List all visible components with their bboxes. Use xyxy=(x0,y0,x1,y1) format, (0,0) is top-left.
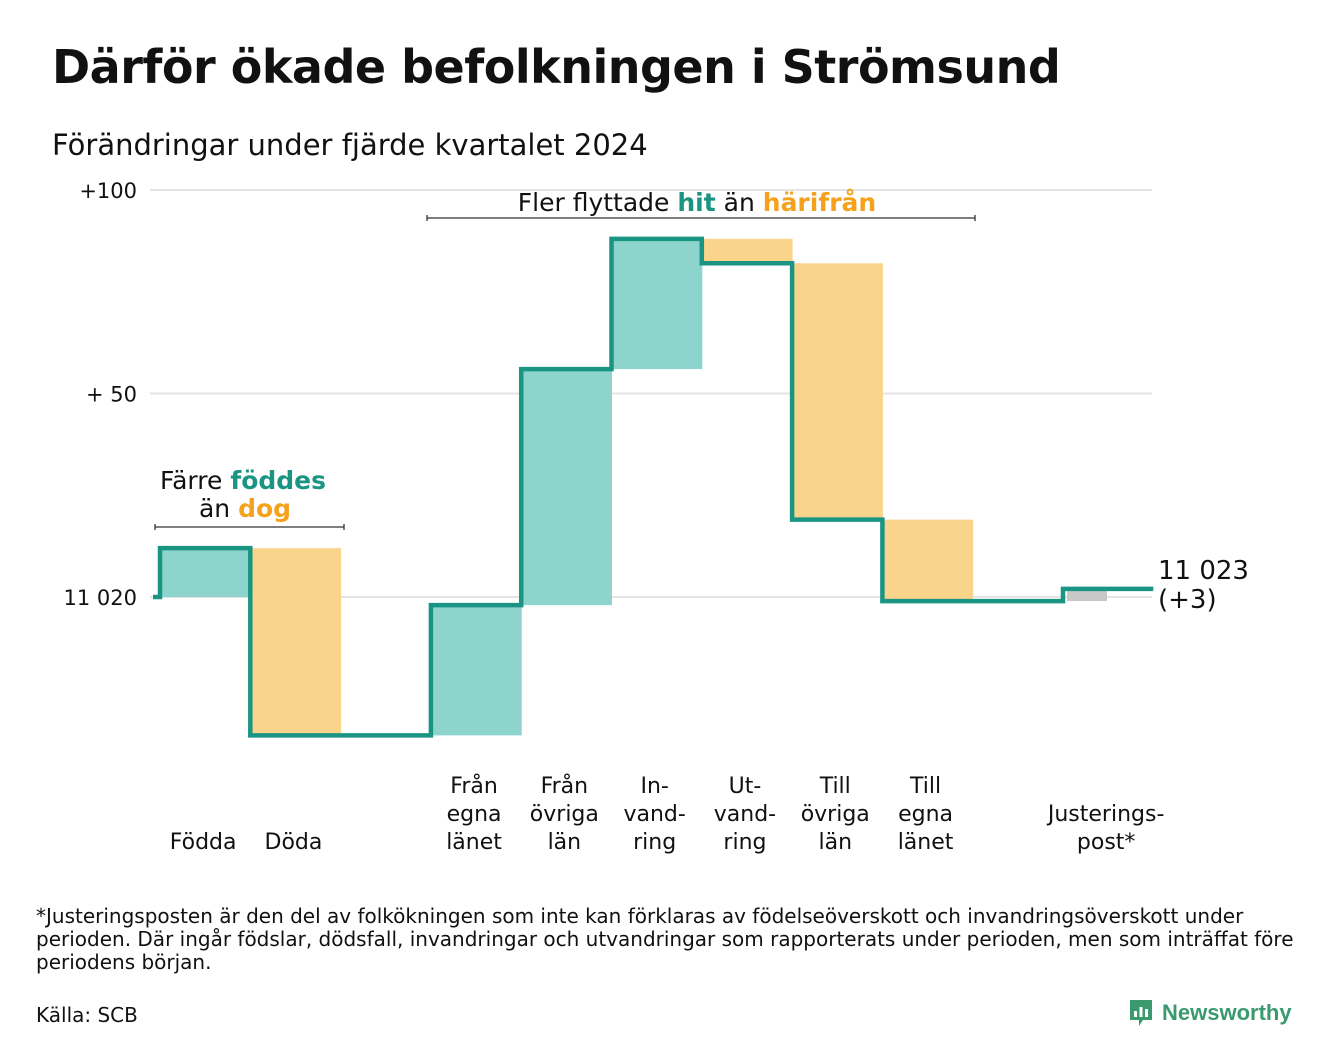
end-change-label: (+3) xyxy=(1158,585,1217,615)
chart-title: Därför ökade befolkningen i Strömsund xyxy=(52,40,1061,94)
x-tick-label: Döda xyxy=(265,830,323,855)
annotation-migration: Fler flyttade hit än härifrån xyxy=(518,188,876,217)
x-tick-label: Ut- xyxy=(729,774,762,799)
x-tick-label: In- xyxy=(640,774,668,799)
bar xyxy=(701,238,793,264)
x-tick-label: övriga xyxy=(801,802,870,827)
x-tick-label: post* xyxy=(1077,830,1136,855)
x-tick-label: vand- xyxy=(623,802,685,827)
annotation-part: än xyxy=(199,494,238,523)
bracket-migration xyxy=(426,215,976,221)
brand-name: Newsworthy xyxy=(1162,1000,1292,1025)
annotation-births-deaths: Färre föddes xyxy=(160,466,326,495)
annotation-part: Fler flyttade xyxy=(518,188,678,217)
y-tick-label: + 50 xyxy=(86,383,137,407)
end-value-label: 11 023 xyxy=(1158,556,1249,586)
baseline-segment xyxy=(972,596,1063,598)
y-tick-label: +100 xyxy=(79,179,137,203)
cumulative-line xyxy=(153,236,1154,738)
x-tick-label: Till xyxy=(819,774,851,799)
annotation-part: föddes xyxy=(230,466,326,495)
x-axis-labels: Födda Döda Från egna länet Från övriga län In-va… xyxy=(170,773,1165,855)
bar xyxy=(250,548,342,736)
bar xyxy=(1067,588,1107,602)
x-tick-label: länet xyxy=(446,830,502,855)
x-tick-label: län xyxy=(818,830,852,855)
bar xyxy=(792,263,883,520)
x-tick-label: Justerings- xyxy=(1046,802,1165,827)
bar xyxy=(882,519,974,602)
x-tick-label: övriga xyxy=(530,802,599,827)
brand-logo: Newsworthy xyxy=(1128,998,1292,1028)
step-line xyxy=(153,236,1154,738)
x-tick-label: län xyxy=(548,830,582,855)
x-tick-label: Till xyxy=(909,774,941,799)
bar xyxy=(160,548,251,597)
annotation-part: dog xyxy=(238,494,291,523)
bar xyxy=(430,605,522,736)
x-tick-label: egna xyxy=(447,802,502,827)
newsworthy-logo-icon xyxy=(1130,1000,1152,1026)
chart-subtitle: Förändringar under fjärde kvartalet 2024 xyxy=(52,128,648,162)
y-axis-ticks: 11 020 + 50 +100 xyxy=(64,179,137,610)
annotation-part: härifrån xyxy=(763,188,876,217)
x-tick-label: länet xyxy=(898,830,954,855)
annotation-part: Färre xyxy=(160,466,230,495)
waterfall-chart: 11 020 + 50 +100 Födda Döda Från egna länet Frå… xyxy=(64,179,1249,855)
end-label: 11 023(+3) xyxy=(1158,556,1249,615)
annotation-part: än xyxy=(716,188,763,217)
bar xyxy=(521,369,612,606)
annotation-part: hit xyxy=(677,188,715,217)
bracket-births-deaths xyxy=(154,524,345,530)
bars xyxy=(160,238,1107,736)
x-tick-label: ring xyxy=(723,830,766,855)
footnote: *Justeringsposten är den del av folkökni… xyxy=(36,904,1294,974)
x-tick-label: Från xyxy=(450,773,498,799)
x-tick-label: vand- xyxy=(714,802,776,827)
x-tick-label: Födda xyxy=(170,830,237,855)
source-text: Källa: SCB xyxy=(36,1003,138,1027)
bar xyxy=(611,238,703,370)
x-tick-label: egna xyxy=(898,802,953,827)
annotation-births-deaths-line2: än dog xyxy=(199,494,291,523)
y-tick-label: 11 020 xyxy=(64,586,137,610)
x-tick-label: Från xyxy=(541,773,589,799)
x-tick-label: ring xyxy=(633,830,676,855)
